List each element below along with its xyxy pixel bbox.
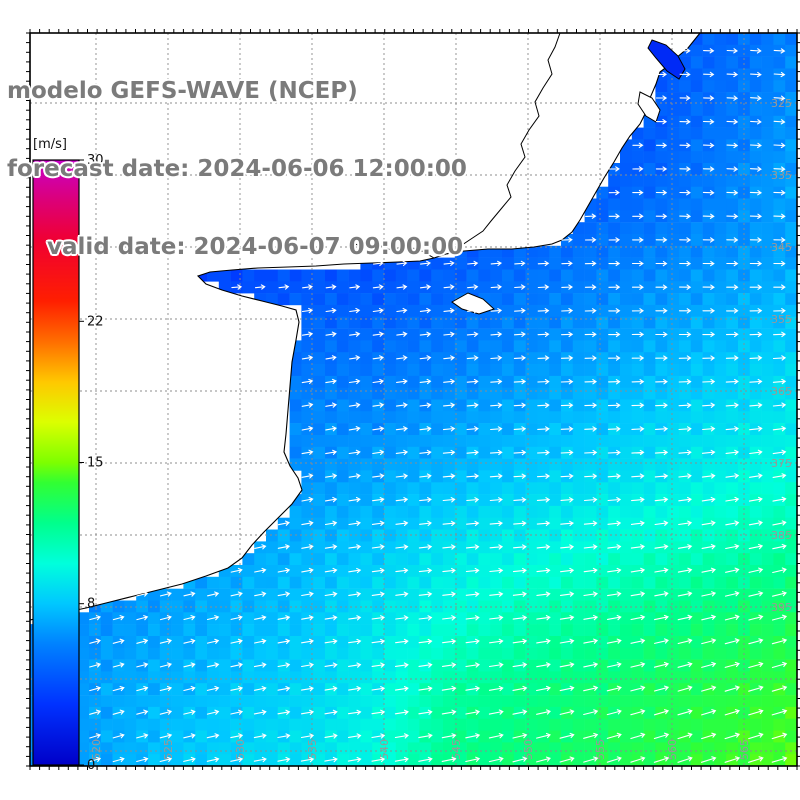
bottom-grid-label: 520: [90, 739, 103, 760]
coastline: [29, 32, 702, 621]
right-grid-label: 365: [771, 385, 792, 398]
right-grid-label: 335: [771, 169, 792, 182]
land-mass: [30, 33, 700, 620]
bottom-grid-label: 535: [306, 739, 319, 760]
colorbar-tick-label: 30: [87, 153, 104, 168]
lagoon: [647, 39, 686, 80]
model-title: modelo GEFS-WAVE (NCEP): [7, 78, 358, 104]
right-grid-label: 375: [771, 457, 792, 470]
right-grid-label: 395: [771, 601, 792, 614]
bottom-grid-label: 555: [594, 739, 607, 760]
river: [349, 241, 435, 259]
colorbar-tick-label: 15: [87, 456, 104, 471]
bottom-grid-label: 530: [234, 739, 247, 760]
bottom-grid-label: 550: [522, 739, 535, 760]
river: [446, 32, 561, 255]
bottom-grid-label: 565: [738, 739, 751, 760]
valid-date-label: valid date: 2024-06-07 09:00:00: [47, 234, 464, 260]
right-grid-label: 325: [771, 97, 792, 110]
bottom-grid-label: 560: [666, 739, 679, 760]
colorbar-tick-label: 22: [87, 314, 104, 329]
grid-labels: 325 335 345 355 365 375 385 395 520 525 530 535 540 5…: [90, 97, 792, 760]
colorbar: 30 22 15 8 0 [m/s]: [32, 137, 104, 773]
right-grid-label: 345: [771, 241, 792, 254]
bottom-grid-label: 525: [162, 739, 175, 760]
bottom-grid-label: 545: [450, 739, 463, 760]
colorbar-gradient: [32, 159, 80, 766]
grid-lines: [30, 33, 797, 766]
right-grid-label: 355: [771, 313, 792, 326]
colorbar-tick-label: 0: [87, 758, 95, 773]
lagoon: [637, 91, 661, 123]
colorbar-tick-label: 8: [87, 597, 95, 612]
bottom-grid-label: 540: [378, 739, 391, 760]
coastal-island: [451, 292, 495, 315]
right-grid-label: 385: [771, 529, 792, 542]
title-block: modelo GEFS-WAVE (NCEP) forecast date: 2…: [7, 26, 467, 312]
forecast-date-label: forecast date: 2024-06-06 12:00:00: [7, 156, 467, 182]
colorbar-unit-label: [m/s]: [33, 137, 67, 152]
